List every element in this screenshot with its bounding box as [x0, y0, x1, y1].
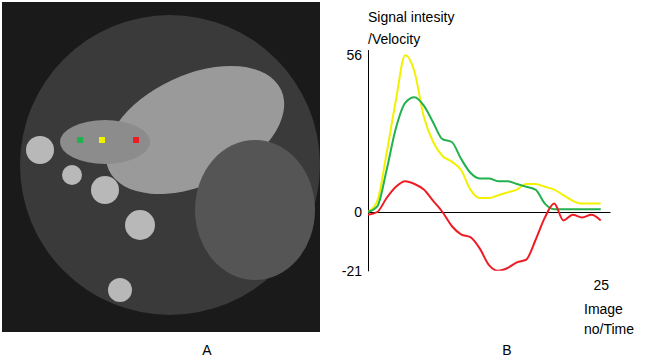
x-tick-label: 25: [593, 277, 609, 293]
mri-image: [2, 2, 320, 332]
sample-point: [77, 137, 83, 143]
vessel: [125, 210, 155, 240]
atrium: [60, 120, 150, 164]
vessel: [26, 136, 54, 164]
x-axis-label: no/Time: [584, 321, 634, 337]
figure: A -21 0 56 25 Signal intesity/Velocity Image no…: [0, 0, 662, 361]
myocardium: [195, 140, 315, 280]
image-background: [2, 2, 320, 332]
panel-label: B: [502, 342, 511, 358]
body-outline: [20, 15, 320, 315]
y-axis-label: Signal intesity: [368, 9, 454, 25]
vessel: [62, 165, 82, 185]
x-axis: 25: [369, 212, 611, 293]
y-axis-label: /Velocity: [368, 31, 420, 47]
y-axis-line: [368, 50, 369, 271]
y-tick-label: -21: [342, 263, 362, 279]
plot-area: [368, 55, 601, 271]
y-tick: 56: [346, 47, 368, 63]
y-tick-label: 56: [346, 47, 362, 63]
panel-label: A: [202, 342, 212, 358]
x-tick: 25: [593, 212, 609, 293]
series-line: [368, 181, 601, 271]
sample-point: [133, 137, 139, 143]
series-line: [368, 55, 601, 212]
x-axis-label: Image: [584, 301, 623, 317]
y-tick: -21: [342, 263, 368, 279]
sample-point: [99, 137, 105, 143]
y-tick: 0: [354, 204, 368, 220]
y-axis: -21 0 56: [342, 47, 369, 279]
series-line: [368, 97, 601, 212]
vessel: [91, 176, 119, 204]
x-axis-line: [369, 212, 611, 213]
y-tick-label: 0: [354, 204, 362, 220]
vessel: [108, 278, 132, 302]
